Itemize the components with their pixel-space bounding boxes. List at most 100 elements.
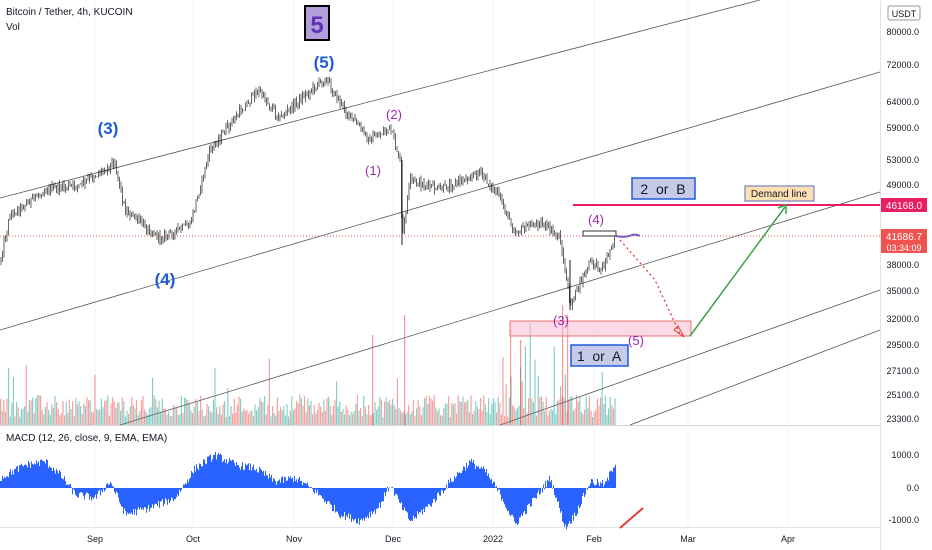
- macd-bar: [401, 488, 402, 503]
- macd-bar: [165, 488, 166, 499]
- macd-bar: [252, 467, 253, 488]
- macd-bar: [231, 460, 232, 488]
- volume-bar: [168, 411, 170, 425]
- macd-bar: [207, 456, 208, 488]
- volume-bar: [465, 401, 467, 425]
- macd-bar: [457, 472, 458, 488]
- svg-text:5: 5: [310, 12, 323, 39]
- macd-bar: [437, 488, 438, 494]
- macd-bar: [513, 488, 514, 517]
- volume-bar: [446, 403, 448, 425]
- volume-bar: [440, 415, 442, 425]
- volume-bar: [336, 381, 338, 425]
- volume-bar: [480, 398, 482, 425]
- macd-bar: [179, 488, 180, 490]
- volume-bar: [206, 403, 208, 425]
- macd-bar: [551, 480, 552, 488]
- macd-bar: [276, 484, 277, 488]
- volume-bar: [188, 402, 190, 425]
- volume-bar: [572, 410, 574, 425]
- volume-bar: [548, 411, 550, 425]
- macd-bar: [470, 461, 471, 488]
- macd-bar: [52, 471, 53, 488]
- macd-bar: [28, 460, 29, 488]
- macd-bar: [239, 467, 240, 488]
- volume-bar: [550, 409, 552, 425]
- macd-bar: [321, 488, 322, 496]
- volume-bar: [280, 406, 282, 425]
- macd-bar: [579, 488, 580, 509]
- macd-tick-label: 0.0: [906, 483, 919, 493]
- volume-bar: [596, 398, 598, 425]
- macd-bar: [83, 488, 84, 496]
- volume-bar: [41, 409, 43, 425]
- volume-bar: [539, 397, 541, 425]
- volume-bar: [515, 410, 517, 425]
- volume-bar: [387, 401, 389, 425]
- macd-bar: [135, 488, 136, 509]
- volume-bar: [582, 414, 584, 425]
- macd-bar: [469, 460, 470, 488]
- macd-bar: [22, 465, 23, 488]
- macd-bar: [438, 488, 439, 493]
- macd-bar: [274, 479, 275, 488]
- volume-bar: [433, 395, 435, 425]
- volume-bar: [468, 412, 470, 425]
- svg-text:1 or A: 1 or A: [577, 348, 622, 364]
- time-axis[interactable]: Sep Oct Nov Dec 2022 Feb Mar Apr: [87, 534, 795, 544]
- macd-bar: [589, 485, 590, 488]
- macd-bar: [291, 478, 292, 488]
- volume-bar: [161, 398, 163, 425]
- volume-bar: [222, 404, 224, 425]
- volume-bar: [337, 406, 339, 425]
- macd-bar: [497, 488, 498, 492]
- volume-bar: [270, 416, 272, 425]
- macd-bar: [309, 487, 310, 488]
- volume-bar: [115, 407, 117, 425]
- macd-bar: [223, 460, 224, 488]
- price-axis[interactable]: 80000.0 72000.0 64000.0 59000.0 53000.0 49000…: [886, 27, 919, 424]
- macd-label[interactable]: MACD (12, 26, close, 9, EMA, EMA): [6, 433, 167, 444]
- symbol-title[interactable]: Bitcoin / Tether, 4h, KUCOIN: [6, 7, 133, 18]
- macd-bar: [154, 488, 155, 505]
- macd-bar: [2, 475, 3, 488]
- macd-bar: [166, 488, 167, 500]
- macd-bar: [510, 488, 511, 517]
- volume-bar: [251, 410, 253, 425]
- macd-bar: [262, 471, 263, 488]
- volume-bar: [380, 399, 382, 425]
- volume-bar: [124, 416, 126, 425]
- volume-bar: [579, 397, 581, 425]
- macd-bar: [403, 488, 404, 511]
- macd-bar: [198, 470, 199, 488]
- wave-3-label: (3): [98, 119, 119, 138]
- macd-bar: [439, 488, 440, 496]
- resistance-box: [582, 230, 617, 237]
- volume-bar: [360, 408, 362, 425]
- macd-bar: [456, 476, 457, 488]
- volume-bar: [452, 404, 454, 425]
- macd-bar: [117, 488, 118, 493]
- macd-bar: [460, 473, 461, 488]
- volume-bar: [140, 400, 142, 425]
- macd-bar: [81, 488, 82, 493]
- macd-bar: [243, 470, 244, 488]
- volume-bar: [200, 395, 202, 425]
- volume-bar: [147, 414, 149, 425]
- macd-bar: [51, 468, 52, 488]
- volume-bar: [323, 399, 325, 425]
- volume-bar: [567, 315, 569, 425]
- macd-bar: [19, 465, 20, 488]
- macd-bar: [20, 464, 21, 488]
- macd-bar: [503, 488, 504, 502]
- macd-bar: [224, 459, 225, 488]
- volume-bar: [318, 402, 320, 425]
- volume-bar: [91, 411, 93, 425]
- minor-wave-5-label: (5): [628, 333, 644, 348]
- macd-bar: [486, 469, 487, 488]
- macd-bar: [371, 488, 372, 512]
- label-2-or-b: 2 or B: [631, 177, 696, 200]
- volume-label[interactable]: Vol: [6, 22, 20, 33]
- macd-axis[interactable]: 1000.0 0.0 -1000.0: [888, 450, 919, 525]
